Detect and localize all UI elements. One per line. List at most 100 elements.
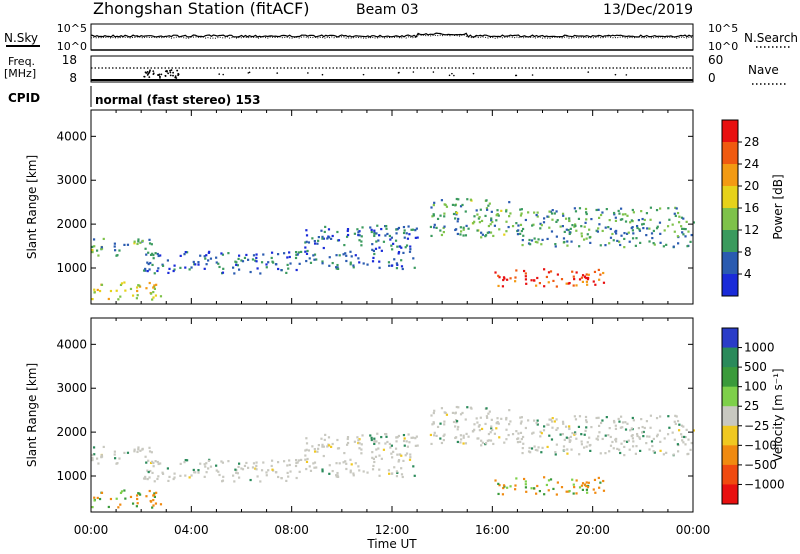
velocity-cell bbox=[490, 427, 493, 430]
power-cell bbox=[409, 248, 412, 251]
power-cell bbox=[578, 207, 582, 210]
velocity-cell bbox=[304, 454, 307, 457]
nave-dot bbox=[448, 74, 451, 77]
power-cell bbox=[317, 239, 320, 242]
velocity-cell bbox=[137, 446, 140, 449]
velocity-cell bbox=[565, 436, 568, 439]
power-cell bbox=[506, 278, 509, 281]
velocity-cell bbox=[349, 458, 352, 461]
power-cell bbox=[655, 208, 659, 212]
power-cell bbox=[682, 217, 685, 220]
velocity-cell bbox=[275, 471, 278, 474]
power-cell bbox=[534, 240, 537, 244]
power-cell bbox=[555, 235, 558, 238]
velocity-cell bbox=[397, 460, 400, 463]
power-cell bbox=[144, 269, 147, 272]
power-cell bbox=[373, 229, 376, 232]
power-cell bbox=[217, 262, 220, 265]
velocity-cell bbox=[408, 441, 411, 444]
power-cell bbox=[233, 272, 236, 275]
velocity-cell bbox=[149, 461, 153, 465]
power-cell bbox=[395, 232, 398, 235]
power-cell bbox=[358, 239, 361, 242]
velocity-cell bbox=[559, 433, 562, 436]
velocity-cell bbox=[473, 423, 476, 426]
power-cell bbox=[133, 242, 136, 245]
power-cell bbox=[168, 267, 171, 270]
velocity-cell bbox=[305, 460, 309, 463]
velocity-cell bbox=[503, 441, 506, 444]
velocity-cell bbox=[387, 469, 391, 472]
velocity-cell bbox=[456, 440, 459, 444]
velocity-cell bbox=[568, 489, 571, 493]
velocity-cell bbox=[652, 437, 655, 441]
power-cell bbox=[439, 229, 442, 232]
velocity-cell bbox=[480, 444, 483, 447]
velocity-cell bbox=[459, 441, 462, 444]
power-cell bbox=[459, 226, 462, 229]
power-cell bbox=[550, 230, 554, 233]
power-cell bbox=[91, 245, 94, 249]
velocity-cell bbox=[490, 425, 493, 428]
power-cell bbox=[366, 263, 369, 266]
velocity-cell bbox=[635, 432, 639, 436]
power-cell bbox=[433, 226, 436, 229]
nave-dot bbox=[160, 73, 163, 76]
velocity-cell bbox=[652, 450, 655, 453]
velocity-cell bbox=[386, 440, 389, 444]
velocity-cell bbox=[495, 427, 498, 430]
velocity-cell bbox=[429, 433, 433, 437]
velocity-cell bbox=[161, 472, 165, 475]
velocity-cell bbox=[249, 478, 252, 482]
power-cell bbox=[602, 281, 606, 284]
velocity-cell bbox=[618, 448, 621, 451]
power-cell bbox=[330, 237, 333, 240]
power-cell bbox=[555, 220, 558, 223]
power-cell bbox=[689, 240, 692, 243]
velocity-cell bbox=[608, 450, 611, 453]
velocity-cell bbox=[305, 467, 308, 471]
power-cell bbox=[313, 242, 317, 245]
velocity-cell bbox=[547, 489, 550, 492]
power-cell bbox=[484, 214, 487, 218]
velocity-cell bbox=[115, 497, 118, 500]
velocity-cell bbox=[565, 490, 568, 493]
power-cell bbox=[551, 209, 554, 212]
power-cell bbox=[384, 234, 387, 237]
power-cell bbox=[373, 252, 376, 256]
x-axis-label: Time UT bbox=[366, 537, 417, 551]
power-cell bbox=[569, 227, 572, 230]
nave-dot bbox=[531, 74, 534, 76]
velocity-cell bbox=[686, 453, 689, 456]
velocity-cell bbox=[517, 437, 520, 440]
velocity-cell bbox=[541, 446, 544, 450]
velocity-cell bbox=[118, 457, 121, 460]
velocity-cell bbox=[614, 438, 617, 441]
power-cell bbox=[680, 216, 684, 219]
velocity-cell bbox=[648, 448, 651, 451]
power-cell bbox=[403, 236, 406, 239]
power-cell bbox=[382, 240, 386, 243]
velocity-cell bbox=[543, 425, 546, 428]
velocity-cell bbox=[296, 461, 299, 464]
velocity-cell bbox=[521, 451, 524, 455]
velocity-cell bbox=[218, 473, 221, 477]
power-cell bbox=[328, 236, 331, 239]
velocity-cell bbox=[288, 463, 291, 467]
cpid-text: normal (fast stereo) 153 bbox=[95, 93, 261, 107]
power-cell bbox=[91, 250, 94, 254]
velocity-cell bbox=[587, 484, 590, 488]
power-cell bbox=[604, 226, 607, 229]
power-cell bbox=[326, 237, 329, 240]
velocity-cell bbox=[159, 503, 163, 506]
power-cell bbox=[152, 253, 155, 257]
power-cell bbox=[109, 289, 113, 293]
power-cell bbox=[412, 257, 415, 260]
velocity-cell bbox=[604, 434, 607, 437]
colorbar-swatch bbox=[722, 367, 738, 388]
velocity-cell bbox=[157, 475, 160, 478]
power-cell bbox=[562, 237, 566, 240]
velocity-cell bbox=[380, 457, 383, 460]
power-cell bbox=[454, 204, 457, 207]
